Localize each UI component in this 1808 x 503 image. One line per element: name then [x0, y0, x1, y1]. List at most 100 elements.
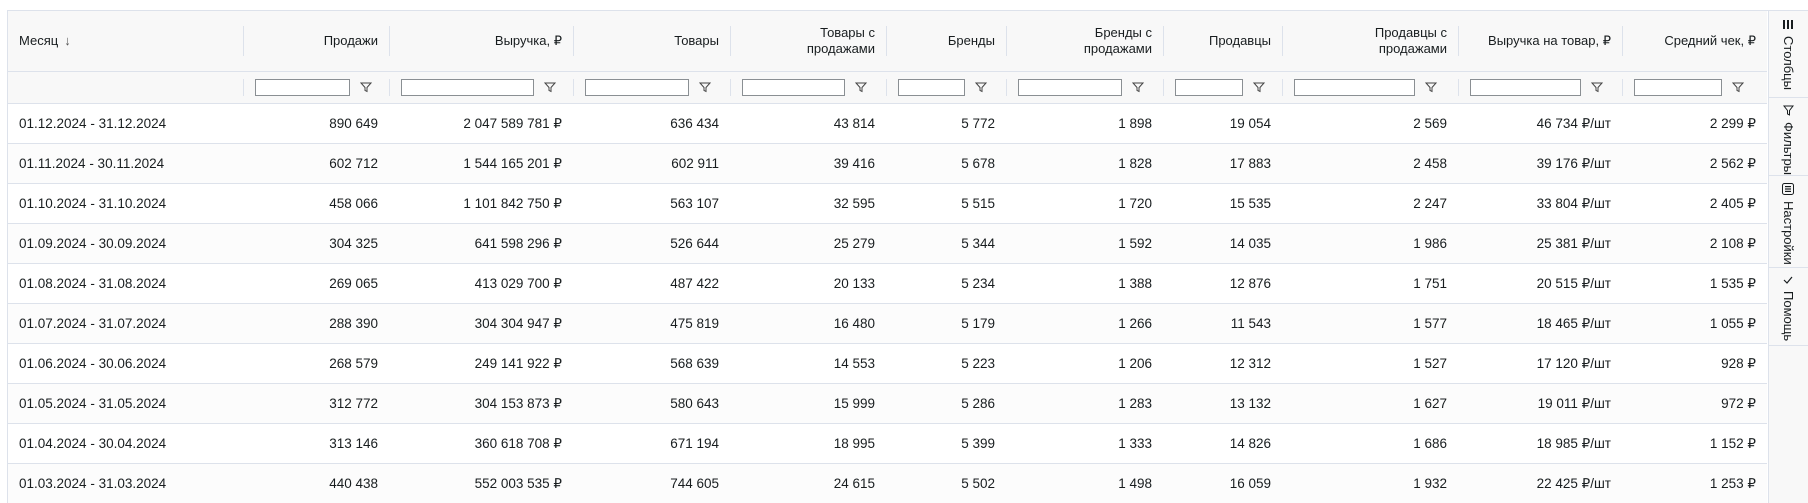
table-cell[interactable]: 487 422 [573, 264, 730, 304]
table-cell[interactable]: 1 898 [1006, 104, 1163, 144]
filter-icon[interactable] [543, 81, 557, 95]
table-cell[interactable]: 20 133 [730, 264, 886, 304]
table-cell[interactable]: 526 644 [573, 224, 730, 264]
table-cell[interactable]: 1 283 [1006, 384, 1163, 424]
table-cell[interactable]: 890 649 [243, 104, 389, 144]
column-header[interactable]: Месяц↓ [8, 11, 243, 72]
table-cell[interactable]: 1 055 ₽ [1622, 304, 1767, 344]
column-header[interactable]: Товары [573, 11, 730, 72]
filter-input[interactable] [1470, 79, 1581, 96]
column-header[interactable]: Средний чек, ₽ [1622, 11, 1767, 72]
table-cell[interactable]: 1 544 165 201 ₽ [389, 144, 573, 184]
table-cell[interactable]: 1 686 [1282, 424, 1458, 464]
filter-icon[interactable] [1731, 81, 1745, 95]
table-cell[interactable]: 304 153 873 ₽ [389, 384, 573, 424]
table-cell[interactable]: 13 132 [1163, 384, 1282, 424]
table-cell[interactable]: 01.05.2024 - 31.05.2024 [8, 384, 243, 424]
table-cell[interactable]: 1 986 [1282, 224, 1458, 264]
table-cell[interactable]: 1 751 [1282, 264, 1458, 304]
column-header[interactable]: Выручка на товар, ₽ [1458, 11, 1622, 72]
table-cell[interactable]: 1 388 [1006, 264, 1163, 304]
table-cell[interactable]: 25 381 ₽/шт [1458, 224, 1622, 264]
filter-icon[interactable] [854, 81, 868, 95]
table-cell[interactable]: 2 108 ₽ [1622, 224, 1767, 264]
table-cell[interactable]: 43 814 [730, 104, 886, 144]
table-cell[interactable]: 304 304 947 ₽ [389, 304, 573, 344]
table-cell[interactable]: 1 333 [1006, 424, 1163, 464]
table-cell[interactable]: 01.10.2024 - 31.10.2024 [8, 184, 243, 224]
table-cell[interactable]: 249 141 922 ₽ [389, 344, 573, 384]
filter-icon[interactable] [1252, 81, 1266, 95]
table-cell[interactable]: 16 480 [730, 304, 886, 344]
table-cell[interactable]: 19 054 [1163, 104, 1282, 144]
table-cell[interactable]: 1 627 [1282, 384, 1458, 424]
table-cell[interactable]: 671 194 [573, 424, 730, 464]
filter-icon[interactable] [1424, 81, 1438, 95]
table-cell[interactable]: 25 279 [730, 224, 886, 264]
table-cell[interactable]: 01.03.2024 - 31.03.2024 [8, 464, 243, 503]
column-header[interactable]: Бренды с продажами [1006, 11, 1163, 72]
table-cell[interactable]: 46 734 ₽/шт [1458, 104, 1622, 144]
column-header[interactable]: Продавцы [1163, 11, 1282, 72]
table-cell[interactable]: 24 615 [730, 464, 886, 503]
table-cell[interactable]: 1 152 ₽ [1622, 424, 1767, 464]
table-cell[interactable]: 2 458 [1282, 144, 1458, 184]
table-cell[interactable]: 14 826 [1163, 424, 1282, 464]
table-cell[interactable]: 01.08.2024 - 31.08.2024 [8, 264, 243, 304]
table-cell[interactable]: 1 535 ₽ [1622, 264, 1767, 304]
table-cell[interactable]: 19 011 ₽/шт [1458, 384, 1622, 424]
table-cell[interactable]: 12 312 [1163, 344, 1282, 384]
table-cell[interactable]: 1 527 [1282, 344, 1458, 384]
table-cell[interactable]: 1 592 [1006, 224, 1163, 264]
table-cell[interactable]: 2 562 ₽ [1622, 144, 1767, 184]
filter-input[interactable] [742, 79, 845, 96]
table-cell[interactable]: 2 247 [1282, 184, 1458, 224]
table-cell[interactable]: 580 643 [573, 384, 730, 424]
table-cell[interactable]: 636 434 [573, 104, 730, 144]
table-cell[interactable]: 20 515 ₽/шт [1458, 264, 1622, 304]
table-cell[interactable]: 304 325 [243, 224, 389, 264]
filter-input[interactable] [898, 79, 965, 96]
table-cell[interactable]: 14 035 [1163, 224, 1282, 264]
table-cell[interactable]: 1 101 842 750 ₽ [389, 184, 573, 224]
table-cell[interactable]: 288 390 [243, 304, 389, 344]
column-header[interactable]: Продажи [243, 11, 389, 72]
side-button-settings[interactable]: Настройки [1769, 175, 1808, 268]
table-cell[interactable]: 5 678 [886, 144, 1006, 184]
table-cell[interactable]: 1 266 [1006, 304, 1163, 344]
table-cell[interactable]: 18 995 [730, 424, 886, 464]
table-cell[interactable]: 2 569 [1282, 104, 1458, 144]
table-cell[interactable]: 602 712 [243, 144, 389, 184]
table-cell[interactable]: 5 179 [886, 304, 1006, 344]
table-cell[interactable]: 1 498 [1006, 464, 1163, 503]
filter-icon[interactable] [359, 81, 373, 95]
table-cell[interactable]: 2 299 ₽ [1622, 104, 1767, 144]
table-cell[interactable]: 14 553 [730, 344, 886, 384]
column-header[interactable]: Выручка, ₽ [389, 11, 573, 72]
table-cell[interactable]: 458 066 [243, 184, 389, 224]
filter-input[interactable] [1294, 79, 1415, 96]
table-cell[interactable]: 33 804 ₽/шт [1458, 184, 1622, 224]
table-cell[interactable]: 15 999 [730, 384, 886, 424]
filter-icon[interactable] [1131, 81, 1145, 95]
table-cell[interactable]: 269 065 [243, 264, 389, 304]
filter-input[interactable] [255, 79, 350, 96]
table-cell[interactable]: 22 425 ₽/шт [1458, 464, 1622, 503]
table-cell[interactable]: 5 772 [886, 104, 1006, 144]
table-cell[interactable]: 01.12.2024 - 31.12.2024 [8, 104, 243, 144]
side-button-columns[interactable]: Столбцы [1769, 11, 1808, 98]
filter-icon[interactable] [974, 81, 988, 95]
table-cell[interactable]: 602 911 [573, 144, 730, 184]
filter-input[interactable] [1175, 79, 1243, 96]
table-cell[interactable]: 5 399 [886, 424, 1006, 464]
table-cell[interactable]: 268 579 [243, 344, 389, 384]
table-cell[interactable]: 5 502 [886, 464, 1006, 503]
table-cell[interactable]: 313 146 [243, 424, 389, 464]
